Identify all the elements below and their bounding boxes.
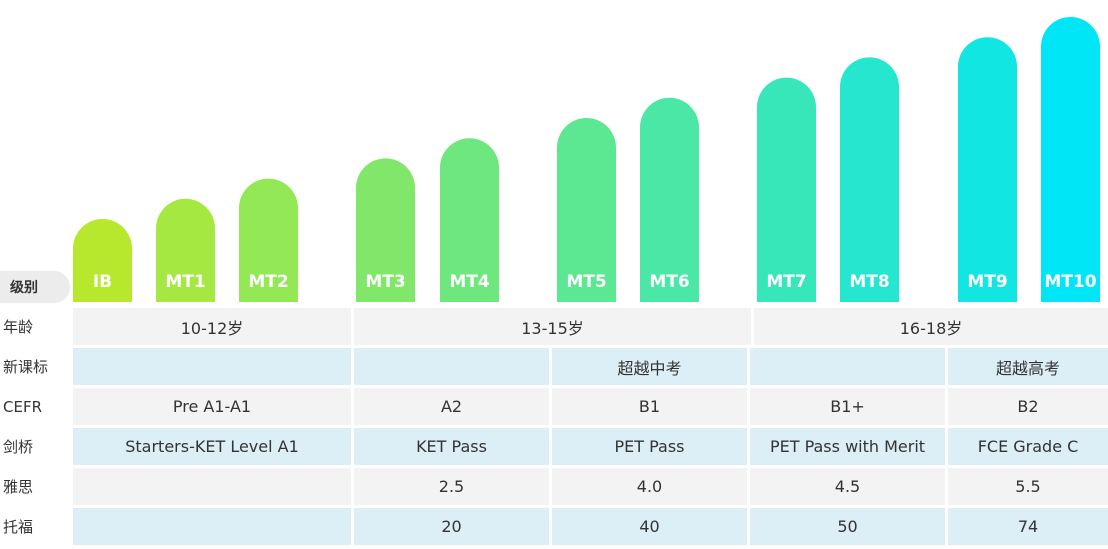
bar-ib [73, 219, 132, 302]
table-row-ielts: 雅思 2.5 4.0 4.5 5.5 [0, 468, 1108, 505]
bar-label-mt2: MT2 [248, 272, 288, 292]
bar-label-mt4: MT4 [449, 272, 490, 292]
bar-label-mt6: MT6 [649, 272, 689, 292]
table-row-age: 年龄 10-12岁 13-15岁 16-18岁 [0, 308, 1108, 345]
cell-toefl-4: 50 [750, 508, 945, 545]
bar-mt2 [239, 178, 298, 302]
bar-mt6 [640, 97, 699, 302]
cell-curriculum-2 [354, 348, 549, 385]
cell-curriculum-5: 超越高考 [948, 348, 1108, 385]
table-row-toefl: 托福 20 40 50 74 [0, 508, 1108, 545]
bar-label-mt9: MT9 [967, 272, 1007, 292]
cell-cefr-2: A2 [354, 388, 549, 425]
cell-cambridge-1: Starters-KET Level A1 [73, 428, 351, 465]
cell-ielts-1 [73, 468, 351, 505]
cell-toefl-2: 20 [354, 508, 549, 545]
cell-cefr-5: B2 [948, 388, 1108, 425]
table-row-curriculum: 新课标 超越中考 超越高考 [0, 348, 1108, 385]
cell-age-2: 13-15岁 [354, 308, 751, 345]
level-row-label: 级别 [0, 271, 70, 303]
row-head-ielts: 雅思 [0, 468, 70, 505]
cell-ielts-2: 2.5 [354, 468, 549, 505]
bar-label-mt10: MT10 [1044, 272, 1096, 292]
bar-mt4 [440, 138, 499, 302]
row-head-cambridge: 剑桥 [0, 428, 70, 465]
bar-mt5 [557, 118, 616, 302]
bar-mt3 [356, 158, 415, 302]
bar-mt8 [840, 57, 899, 302]
cell-toefl-3: 40 [552, 508, 747, 545]
cell-ielts-5: 5.5 [948, 468, 1108, 505]
table-row-cefr: CEFR Pre A1-A1 A2 B1 B1+ B2 [0, 388, 1108, 425]
bar-label-mt5: MT5 [566, 272, 606, 292]
bar-label-mt1: MT1 [165, 272, 205, 292]
cell-age-3: 16-18岁 [754, 308, 1108, 345]
cell-cefr-3: B1 [552, 388, 747, 425]
level-bar-chart: IB MT1 MT2 MT3 MT4 MT5 MT6 MT7 MT8 MT9 MT10 [73, 17, 1100, 302]
row-head-toefl: 托福 [0, 508, 70, 545]
cell-ielts-4: 4.5 [750, 468, 945, 505]
table-row-cambridge: 剑桥 Starters-KET Level A1 KET Pass PET Pa… [0, 428, 1108, 465]
cell-toefl-1 [73, 508, 351, 545]
row-head-age: 年龄 [0, 308, 70, 345]
cell-cambridge-4: PET Pass with Merit [750, 428, 945, 465]
cell-cambridge-2: KET Pass [354, 428, 549, 465]
bar-mt10 [1041, 17, 1100, 302]
cell-cefr-1: Pre A1-A1 [73, 388, 351, 425]
cell-cambridge-3: PET Pass [552, 428, 747, 465]
cell-curriculum-1 [73, 348, 351, 385]
cell-age-1: 10-12岁 [73, 308, 351, 345]
bar-mt1 [156, 198, 215, 302]
cell-curriculum-4 [750, 348, 945, 385]
row-head-cefr: CEFR [0, 388, 70, 425]
row-head-curriculum: 新课标 [0, 348, 70, 385]
bar-mt7 [757, 77, 816, 302]
cell-toefl-5: 74 [948, 508, 1108, 545]
bar-mt9 [958, 37, 1017, 302]
bar-label-mt7: MT7 [766, 272, 806, 292]
bar-label-mt3: MT3 [365, 272, 405, 292]
cell-cefr-4: B1+ [750, 388, 945, 425]
bar-label-mt8: MT8 [849, 272, 889, 292]
bar-label-ib: IB [93, 272, 112, 292]
cell-curriculum-3: 超越中考 [552, 348, 747, 385]
cell-ielts-3: 4.0 [552, 468, 747, 505]
cell-cambridge-5: FCE Grade C [948, 428, 1108, 465]
